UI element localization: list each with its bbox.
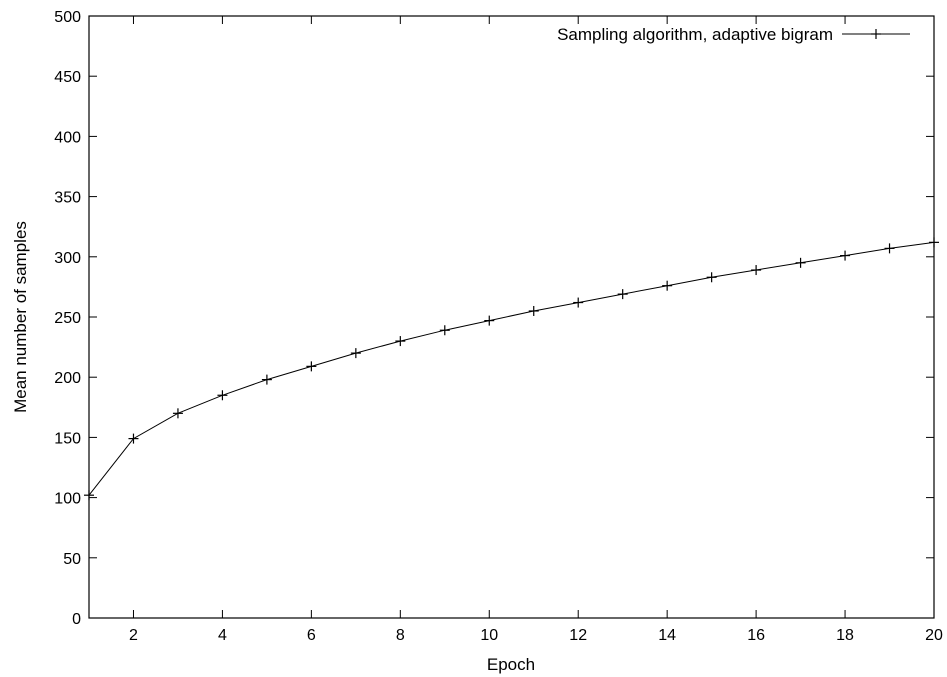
plot-frame (88, 15, 935, 619)
x-tick-label: 14 (658, 627, 676, 644)
x-tick-label: 8 (396, 627, 405, 644)
data-point (350, 348, 361, 359)
x-tick-label: 4 (218, 627, 227, 644)
data-point (706, 272, 717, 283)
series-layer (84, 237, 939, 501)
legend-marker (871, 29, 881, 39)
data-point (395, 336, 406, 347)
data-point (795, 257, 806, 268)
data-point (840, 250, 851, 261)
data-point (662, 280, 673, 291)
data-point (929, 237, 939, 248)
y-tick-label: 100 (54, 491, 81, 508)
y-tick-label: 400 (54, 129, 81, 146)
y-axis-title: Mean number of samples (11, 221, 30, 413)
data-point (484, 315, 495, 326)
data-point (439, 325, 450, 336)
data-point (751, 265, 762, 276)
y-tick-label: 450 (54, 69, 81, 86)
x-tick-label: 18 (836, 627, 854, 644)
x-tick-label: 12 (569, 627, 587, 644)
y-tick-label: 300 (54, 250, 81, 267)
x-tick-label: 6 (307, 627, 316, 644)
y-tick-label: 500 (54, 9, 81, 26)
x-axis-title: Epoch (487, 655, 535, 674)
y-tick-label: 200 (54, 370, 81, 387)
data-point (617, 289, 628, 300)
legend-label: Sampling algorithm, adaptive bigram (557, 25, 833, 44)
data-point (261, 374, 272, 385)
x-tick-label: 16 (747, 627, 765, 644)
data-point (573, 297, 584, 308)
y-axis: 0 50 100 150 200 250 300 350 400 450 500 (54, 9, 934, 628)
y-tick-label: 150 (54, 430, 81, 447)
series-line (88, 241, 935, 496)
data-point (306, 361, 317, 372)
data-point (84, 490, 94, 501)
x-tick-label: 2 (129, 627, 138, 644)
y-tick-label: 250 (54, 310, 81, 327)
data-point (172, 408, 183, 419)
x-axis: 2 4 6 8 10 12 14 16 18 20 (129, 16, 943, 644)
x-tick-label: 20 (925, 627, 943, 644)
x-tick-label: 10 (480, 627, 498, 644)
y-tick-label: 0 (72, 611, 81, 628)
data-point (217, 390, 228, 401)
y-tick-label: 350 (54, 190, 81, 207)
data-point (528, 305, 539, 316)
y-tick-label: 50 (63, 551, 81, 568)
data-point (128, 433, 139, 444)
data-point (884, 243, 895, 254)
legend: Sampling algorithm, adaptive bigram (557, 25, 910, 44)
